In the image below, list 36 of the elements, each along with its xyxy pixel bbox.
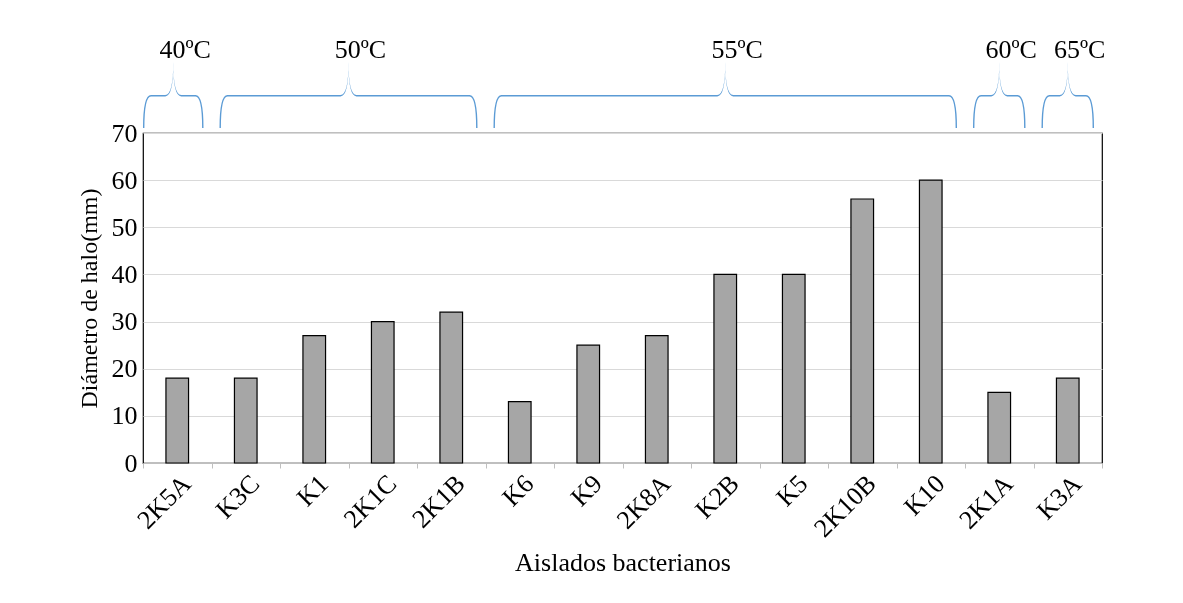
text: 55ºC bbox=[711, 35, 763, 64]
text: 40ºC bbox=[159, 35, 211, 64]
y-tick-label: 10 bbox=[111, 401, 138, 431]
text: 60ºC bbox=[985, 35, 1037, 64]
y-tick-label: 0 bbox=[124, 448, 138, 478]
bar bbox=[439, 311, 464, 464]
x-tick-label: K9 bbox=[564, 469, 608, 513]
bar bbox=[302, 335, 327, 464]
bar bbox=[370, 320, 395, 464]
y-tick-label: 20 bbox=[111, 354, 138, 384]
bar bbox=[576, 344, 601, 464]
x-tick-label: K3A bbox=[1031, 468, 1088, 526]
bar bbox=[165, 377, 190, 464]
y-tick-label: 50 bbox=[111, 212, 138, 242]
y-tick-label: 70 bbox=[111, 118, 138, 148]
y-axis-title: Diámetro de halo(mm) bbox=[75, 188, 102, 409]
x-tick-label: K6 bbox=[496, 469, 540, 513]
bar bbox=[233, 377, 258, 464]
bar bbox=[713, 273, 738, 464]
bar bbox=[1055, 377, 1080, 464]
y-tick-label: 60 bbox=[111, 165, 138, 195]
y-tick-label: 30 bbox=[111, 307, 138, 337]
y-tick-label: 40 bbox=[111, 259, 138, 289]
text: 65ºC bbox=[1054, 35, 1106, 64]
bar bbox=[644, 335, 669, 464]
bar bbox=[850, 198, 875, 464]
x-axis-title: Aislados bacterianos bbox=[515, 548, 731, 577]
bar bbox=[987, 391, 1012, 464]
x-tick-label: K10 bbox=[898, 469, 951, 522]
x-tick-label: K1 bbox=[290, 469, 334, 513]
bar bbox=[918, 179, 943, 464]
text: 50ºC bbox=[334, 35, 387, 64]
bar bbox=[507, 401, 532, 464]
x-tick-label: K2B bbox=[689, 469, 745, 525]
bar bbox=[781, 273, 806, 464]
x-tick-label: K5 bbox=[770, 469, 814, 513]
